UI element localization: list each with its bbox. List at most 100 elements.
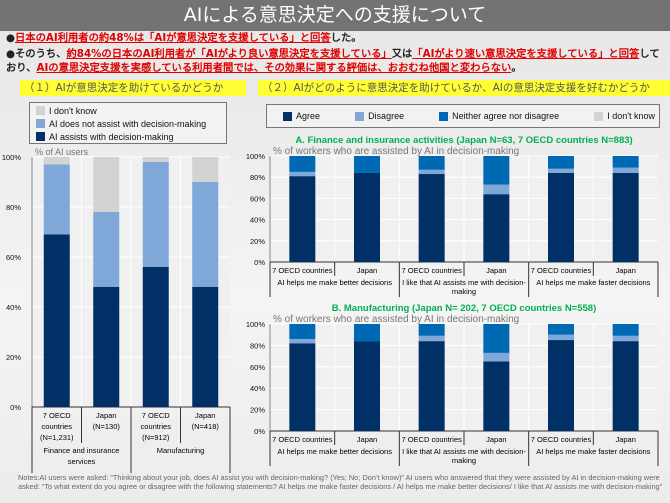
x-tick-label: 7 OECD countries — [531, 435, 592, 444]
group-label: I like that AI assists me with decision- — [402, 447, 526, 456]
bar-segment — [43, 234, 70, 407]
x-tick-label: Japan — [486, 435, 506, 444]
legend-item: I don't know — [594, 110, 655, 123]
y-tick-label: 0% — [254, 427, 265, 436]
y-tick-label: 40% — [6, 303, 21, 312]
legend-swatch — [36, 119, 45, 128]
bar-segment — [483, 156, 510, 185]
bar-segment — [142, 162, 169, 267]
bar-segment — [289, 343, 316, 431]
group-label: AI helps me make better decisions — [277, 447, 392, 456]
x-tick-label: Japan — [486, 266, 506, 275]
group-label: I like that AI assists me with decision- — [402, 278, 526, 287]
x-tick-label: Japan — [615, 435, 635, 444]
x-tick-label: Japan — [195, 411, 215, 420]
bar-segment — [548, 168, 574, 173]
bar-segment — [483, 194, 510, 262]
x-tick-label: countries — [42, 422, 73, 431]
x-tick-label: 7 OECD countries — [272, 435, 333, 444]
bullet-text: 「AIがより速い意思決定を支援している」と回答 — [412, 48, 640, 60]
group-label: Finance and insurance — [44, 446, 120, 455]
x-tick-label: (N=912) — [142, 433, 170, 442]
x-tick-label: 7 OECD countries — [531, 266, 592, 275]
legend-swatch — [36, 132, 45, 141]
bullet-1: ●日本のAI利用者の約48%は「AIが意思決定を支援している」と回答した。 — [6, 31, 666, 45]
bar-segment — [418, 174, 445, 262]
x-tick-label: countries — [141, 422, 172, 431]
bullet-2: ●そのうち、約84%の日本のAI利用者が「AIがより良い意思決定を支援している」… — [6, 47, 666, 75]
y-axis-title: % of workers who are assisted by AI in d… — [273, 146, 519, 157]
bar-segment — [354, 341, 380, 431]
bar-segment — [142, 157, 169, 162]
x-tick-label: 7 OECD countries — [401, 266, 462, 275]
bullet-text: 日本のAI利用者の約48%は「AIが意思決定を支援している」と回答 — [15, 32, 331, 44]
bar-segment — [612, 335, 639, 342]
group-label: Manufacturing — [157, 446, 205, 455]
bar-segment — [548, 340, 574, 431]
y-tick-label: 60% — [250, 194, 265, 203]
bullet-text: AIの意思決定支援を実感している利用者間では、その効果に関する評価は、おおむね他… — [36, 62, 512, 74]
bar-segment — [418, 156, 445, 170]
bar-segment — [289, 156, 316, 172]
bar-segment — [612, 167, 639, 173]
x-tick-label: 7 OECD countries — [401, 435, 462, 444]
bar-segment — [289, 171, 316, 177]
y-tick-label: 80% — [250, 341, 265, 350]
legend-item: Neither agree nor disagree — [439, 110, 559, 123]
bullet-text: しており、 — [6, 48, 660, 74]
bar-segment — [548, 156, 574, 169]
legend-label: Disagree — [368, 111, 405, 121]
y-tick-label: 60% — [6, 253, 21, 262]
bar-segment — [93, 157, 120, 212]
bar-segment — [612, 341, 639, 431]
bullet-text: ● — [6, 32, 15, 44]
legend-item: AI does not assist with decision-making — [36, 117, 220, 130]
legend-label: AI assists with decision-making — [49, 131, 174, 142]
y-tick-label: 0% — [10, 403, 21, 412]
bar-segment — [418, 324, 445, 336]
group-label: services — [68, 457, 96, 466]
group-label: AI helps me make faster decisions — [536, 447, 650, 456]
bar-segment — [354, 324, 380, 342]
legend-label: Agree — [296, 111, 321, 121]
x-tick-label: (N=418) — [192, 422, 220, 431]
bar-segment — [142, 267, 169, 407]
bullet-text: 約84%の日本のAI利用者が「AIがより良い意思決定を支援している」 — [66, 48, 392, 60]
y-tick-label: 100% — [246, 152, 266, 161]
x-tick-label: Japan — [96, 411, 116, 420]
group-label: making — [452, 287, 476, 296]
bar-segment — [548, 324, 574, 335]
legend-item: Agree — [283, 110, 320, 123]
y-tick-label: 100% — [2, 153, 22, 162]
legend-swatch — [283, 111, 292, 121]
legend-swatch — [36, 106, 45, 115]
y-tick-label: 80% — [250, 173, 265, 182]
slide-title: AIによる意思決定への支援について — [0, 0, 670, 31]
y-tick-label: 100% — [246, 320, 266, 329]
bullet-text: 。 — [511, 62, 522, 74]
bar-segment — [548, 172, 574, 262]
y-tick-label: 80% — [6, 203, 21, 212]
legend-label: AI does not assist with decision-making — [49, 118, 207, 129]
x-tick-label: Japan — [357, 266, 377, 275]
bar-segment — [418, 335, 445, 342]
x-tick-label: 7 OECD — [43, 411, 72, 420]
x-tick-label: Japan — [615, 266, 635, 275]
bar-segment — [483, 184, 510, 195]
bar-segment — [612, 324, 639, 336]
bar-segment — [612, 172, 639, 262]
bar-segment — [93, 287, 120, 407]
bar-segment — [192, 157, 219, 182]
group-label: AI helps me make better decisions — [277, 278, 392, 287]
bar-segment — [43, 164, 70, 235]
bar-segment — [418, 169, 445, 175]
y-tick-label: 20% — [6, 353, 21, 362]
bar-segment — [289, 176, 316, 262]
legend-swatch — [439, 111, 449, 121]
bar-segment — [612, 156, 639, 168]
bar-segment — [483, 324, 510, 353]
y-tick-label: 40% — [250, 216, 265, 225]
x-tick-label: (N=1,231) — [40, 433, 74, 442]
legend-swatch — [355, 111, 365, 121]
x-tick-label: Japan — [357, 435, 377, 444]
